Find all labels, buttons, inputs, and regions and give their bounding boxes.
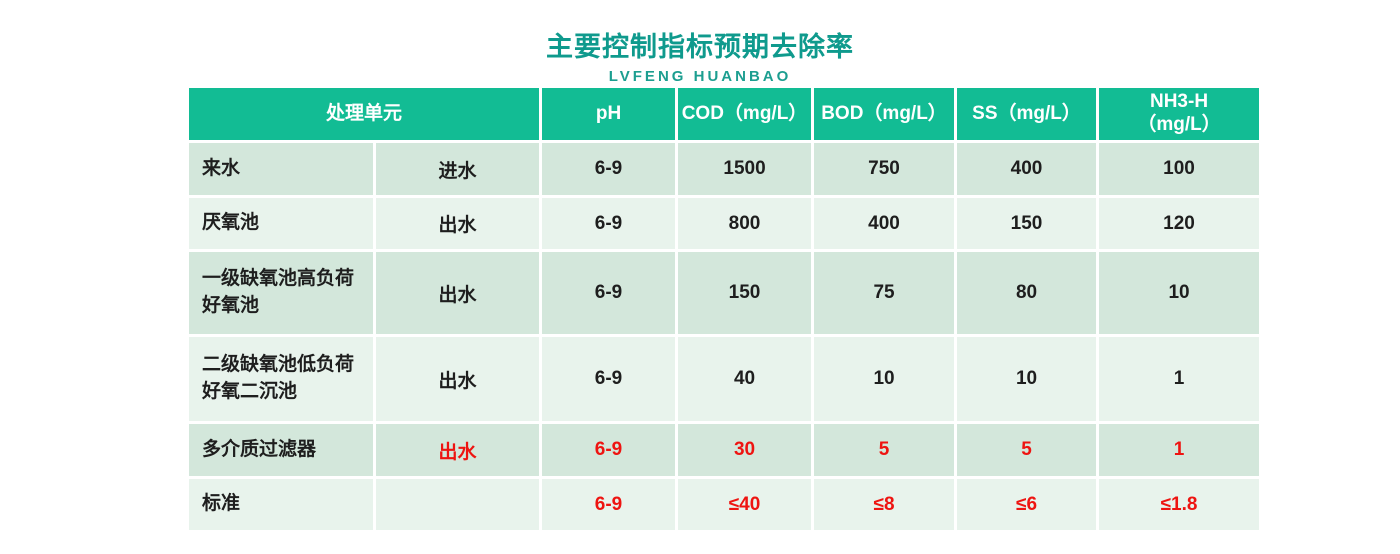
ss-cell: ≤6 [957, 479, 1097, 530]
header-nh3h-line1: NH3-H [1149, 91, 1209, 113]
header-cod: COD（mg/L） [678, 88, 812, 140]
bod-cell: 10 [814, 337, 955, 421]
nh3-cell: 100 [1099, 143, 1260, 195]
table-row-standard: 标准 6-9 ≤40 ≤8 ≤6 ≤1.8 [189, 479, 1260, 530]
nh3-cell: 120 [1099, 198, 1260, 249]
page-subtitle: LVFENG HUANBAO [608, 68, 792, 85]
bod-cell: 400 [814, 198, 955, 249]
cod-cell: ≤40 [678, 479, 812, 530]
flow-cell [376, 479, 540, 530]
ss-cell: 80 [957, 252, 1097, 334]
ss-cell: 10 [957, 337, 1097, 421]
flow-cell: 出水 [376, 337, 540, 421]
table-row-multimedia-filter: 多介质过滤器 出水 6-9 30 5 5 1 [189, 424, 1260, 476]
header-row: 处理单元 pH COD（mg/L） BOD（mg/L） SS（mg/L） NH3… [189, 88, 1260, 140]
table-row-anaerobic-tank: 厌氧池 出水 6-9 800 400 150 120 [189, 198, 1260, 249]
bod-cell: 750 [814, 143, 955, 195]
cod-cell: 800 [678, 198, 812, 249]
nh3-cell: 1 [1099, 424, 1260, 476]
ph-cell: 6-9 [542, 479, 676, 530]
unit-cell: 来水 [189, 143, 373, 195]
unit-cell: 标准 [189, 479, 373, 530]
bod-cell: 75 [814, 252, 955, 334]
ph-cell: 6-9 [542, 143, 676, 195]
flow-cell: 出水 [376, 198, 540, 249]
table-row-incoming-water: 来水 进水 6-9 1500 750 400 100 [189, 143, 1260, 195]
unit-cell: 厌氧池 [189, 198, 373, 249]
cod-cell: 150 [678, 252, 812, 334]
ph-cell: 6-9 [542, 252, 676, 334]
header-nh3h: NH3-H （mg/L） [1099, 88, 1260, 140]
cod-cell: 40 [678, 337, 812, 421]
unit-cell: 多介质过滤器 [189, 424, 373, 476]
ph-cell: 6-9 [542, 337, 676, 421]
cod-cell: 30 [678, 424, 812, 476]
table-row-secondary-anoxic-tank: 二级缺氧池低负荷好氧二沉池 出水 6-9 40 10 10 1 [189, 337, 1260, 421]
flow-cell: 出水 [376, 252, 540, 334]
bod-cell: 5 [814, 424, 955, 476]
indicators-table: 处理单元 pH COD（mg/L） BOD（mg/L） SS（mg/L） NH3… [186, 85, 1262, 533]
nh3-cell: 1 [1099, 337, 1260, 421]
ss-cell: 400 [957, 143, 1097, 195]
header-treatment-unit: 处理单元 [189, 88, 540, 140]
unit-cell: 一级缺氧池高负荷好氧池 [189, 252, 373, 334]
flow-cell: 出水 [376, 424, 540, 476]
header-ph: pH [542, 88, 676, 140]
table-row-primary-anoxic-tank: 一级缺氧池高负荷好氧池 出水 6-9 150 75 80 10 [189, 252, 1260, 334]
header-bod: BOD（mg/L） [814, 88, 955, 140]
flow-cell: 进水 [376, 143, 540, 195]
unit-cell: 二级缺氧池低负荷好氧二沉池 [189, 337, 373, 421]
header-nh3h-line2: （mg/L） [1137, 114, 1221, 135]
nh3-cell: 10 [1099, 252, 1260, 334]
header-ss: SS（mg/L） [957, 88, 1097, 140]
ss-cell: 150 [957, 198, 1097, 249]
ph-cell: 6-9 [542, 198, 676, 249]
nh3-cell: ≤1.8 [1099, 479, 1260, 530]
cod-cell: 1500 [678, 143, 812, 195]
page-title: 主要控制指标预期去除率 [546, 32, 854, 62]
ph-cell: 6-9 [542, 424, 676, 476]
bod-cell: ≤8 [814, 479, 955, 530]
ss-cell: 5 [957, 424, 1097, 476]
